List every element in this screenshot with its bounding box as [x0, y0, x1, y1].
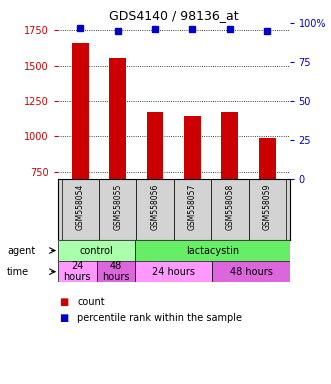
FancyBboxPatch shape — [58, 240, 135, 261]
FancyBboxPatch shape — [213, 261, 290, 282]
Text: GSM558056: GSM558056 — [151, 184, 160, 230]
Text: 24
hours: 24 hours — [64, 261, 91, 283]
FancyBboxPatch shape — [97, 261, 135, 282]
Text: control: control — [80, 245, 114, 255]
FancyBboxPatch shape — [136, 179, 174, 240]
Text: GSM558057: GSM558057 — [188, 184, 197, 230]
FancyBboxPatch shape — [58, 261, 97, 282]
Title: GDS4140 / 98136_at: GDS4140 / 98136_at — [109, 9, 239, 22]
FancyBboxPatch shape — [174, 179, 211, 240]
Text: GSM558059: GSM558059 — [263, 184, 272, 230]
Text: GSM558058: GSM558058 — [225, 184, 234, 230]
FancyBboxPatch shape — [99, 179, 136, 240]
FancyBboxPatch shape — [135, 261, 213, 282]
Text: count: count — [77, 297, 105, 307]
Text: ■: ■ — [59, 313, 68, 323]
Text: time: time — [7, 266, 29, 276]
Text: GSM558055: GSM558055 — [113, 184, 122, 230]
Text: percentile rank within the sample: percentile rank within the sample — [77, 313, 242, 323]
Bar — [184, 116, 201, 179]
Text: GSM558054: GSM558054 — [76, 184, 85, 230]
Text: lactacystin: lactacystin — [186, 245, 239, 255]
FancyBboxPatch shape — [249, 179, 286, 240]
FancyBboxPatch shape — [62, 179, 99, 240]
Bar — [147, 111, 164, 179]
Text: 48 hours: 48 hours — [230, 266, 272, 276]
Text: ■: ■ — [59, 297, 68, 307]
Text: 48
hours: 48 hours — [102, 261, 130, 283]
Bar — [259, 138, 276, 179]
FancyBboxPatch shape — [211, 179, 249, 240]
FancyBboxPatch shape — [135, 240, 290, 261]
Bar — [221, 111, 238, 179]
Text: 24 hours: 24 hours — [152, 266, 195, 276]
Bar — [72, 43, 89, 179]
Bar — [109, 58, 126, 179]
Text: agent: agent — [7, 245, 35, 255]
